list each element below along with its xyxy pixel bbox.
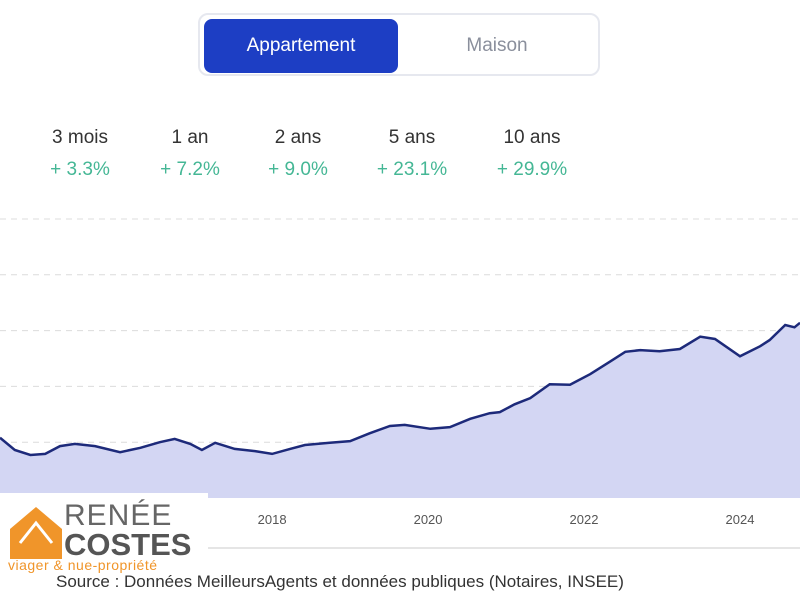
- period-5-ans: 5 ans + 23.1%: [352, 127, 472, 181]
- x-tick-label: 2024: [726, 512, 755, 527]
- x-tick-label: 2020: [414, 512, 443, 527]
- price-line: [0, 321, 800, 457]
- tab-appartement[interactable]: Appartement: [204, 19, 398, 73]
- logo-line2: COSTES: [64, 527, 192, 562]
- price-area: [0, 322, 800, 498]
- logo-line1: RENÉE: [64, 499, 173, 532]
- period-label: 10 ans: [503, 127, 561, 148]
- price-chart: 2018 2020 2022 2024: [0, 218, 800, 549]
- period-10-ans: 10 ans + 29.9%: [472, 127, 592, 181]
- x-tick-label: 2018: [258, 512, 287, 527]
- period-value: + 23.1%: [376, 159, 448, 180]
- property-type-toggle: Appartement Maison: [198, 13, 600, 76]
- period-label: 1 an: [171, 127, 209, 148]
- logo-tagline: viager & nue-propriété: [8, 557, 158, 573]
- house-logo-icon: [10, 507, 62, 559]
- period-value: + 9.0%: [268, 159, 328, 180]
- tab-maison[interactable]: Maison: [466, 35, 528, 56]
- period-label: 3 mois: [52, 127, 108, 148]
- period-3-mois: 3 mois + 3.3%: [20, 127, 140, 181]
- logo: RENÉE COSTES viager & nue-propriété: [0, 493, 208, 581]
- period-label: 2 ans: [274, 127, 322, 148]
- x-tick-label: 2022: [570, 512, 599, 527]
- period-2-ans: 2 ans + 9.0%: [238, 127, 358, 181]
- period-label: 5 ans: [388, 127, 436, 148]
- period-value: + 3.3%: [50, 159, 110, 180]
- period-1-an: 1 an + 7.2%: [130, 127, 250, 181]
- period-value: + 29.9%: [496, 159, 568, 180]
- source-note: Source : Données MeilleursAgents et donn…: [56, 572, 624, 591]
- period-value: + 7.2%: [160, 159, 220, 180]
